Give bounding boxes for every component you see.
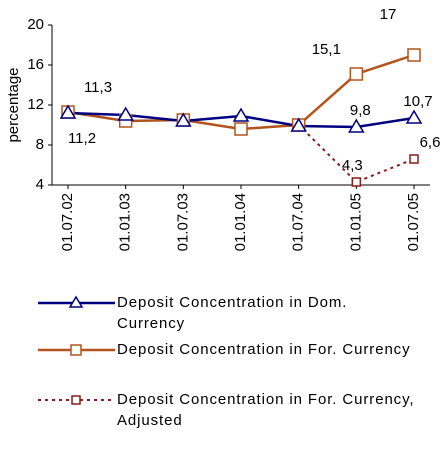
- series-marker: [407, 48, 421, 62]
- x-tick-label: 01.01.05: [347, 193, 364, 251]
- x-tick-label: 01.01.04: [232, 193, 249, 251]
- data-label: 11,2: [68, 130, 96, 147]
- series-marker: [175, 112, 192, 127]
- data-label: 10,7: [403, 93, 432, 110]
- series-marker: [290, 117, 307, 132]
- data-label: 11,3: [84, 79, 112, 96]
- data-label: 4,3: [342, 157, 363, 174]
- legend-marker: [70, 344, 82, 356]
- series-marker: [234, 122, 248, 136]
- series-marker: [409, 154, 419, 164]
- y-tick-label: 8: [36, 136, 44, 153]
- data-label: 6,6: [420, 134, 441, 151]
- y-tick-label: 12: [27, 96, 44, 113]
- data-label: 9,8: [350, 102, 371, 119]
- series-marker: [117, 106, 134, 121]
- y-tick-label: 16: [27, 56, 44, 73]
- legend-label: Deposit Concentration in For. Currency: [117, 341, 411, 358]
- data-label: 17: [380, 6, 397, 23]
- y-tick-label: 20: [27, 16, 44, 33]
- y-axis-label: percentage: [5, 67, 22, 142]
- x-tick-label: 01.07.04: [290, 193, 307, 251]
- legend-marker: [68, 295, 84, 308]
- legend-label: Deposit Concentration in For. Currency, …: [117, 391, 415, 429]
- x-tick-label: 01.01.03: [117, 193, 134, 251]
- series-marker: [232, 107, 250, 122]
- legend-marker: [71, 395, 81, 405]
- y-tick-label: 4: [36, 176, 44, 193]
- series-marker: [59, 104, 77, 119]
- series-marker: [351, 177, 362, 187]
- series-marker: [348, 118, 365, 133]
- data-label: 15,1: [312, 41, 341, 58]
- x-tick-label: 01.07.05: [405, 193, 422, 251]
- legend-label: Deposit Concentration in Dom. Currency: [117, 294, 348, 332]
- series-marker: [405, 109, 423, 124]
- x-tick-label: 01.07.02: [59, 193, 76, 251]
- series-marker: [349, 67, 364, 81]
- x-tick-label: 01.07.03: [174, 193, 191, 251]
